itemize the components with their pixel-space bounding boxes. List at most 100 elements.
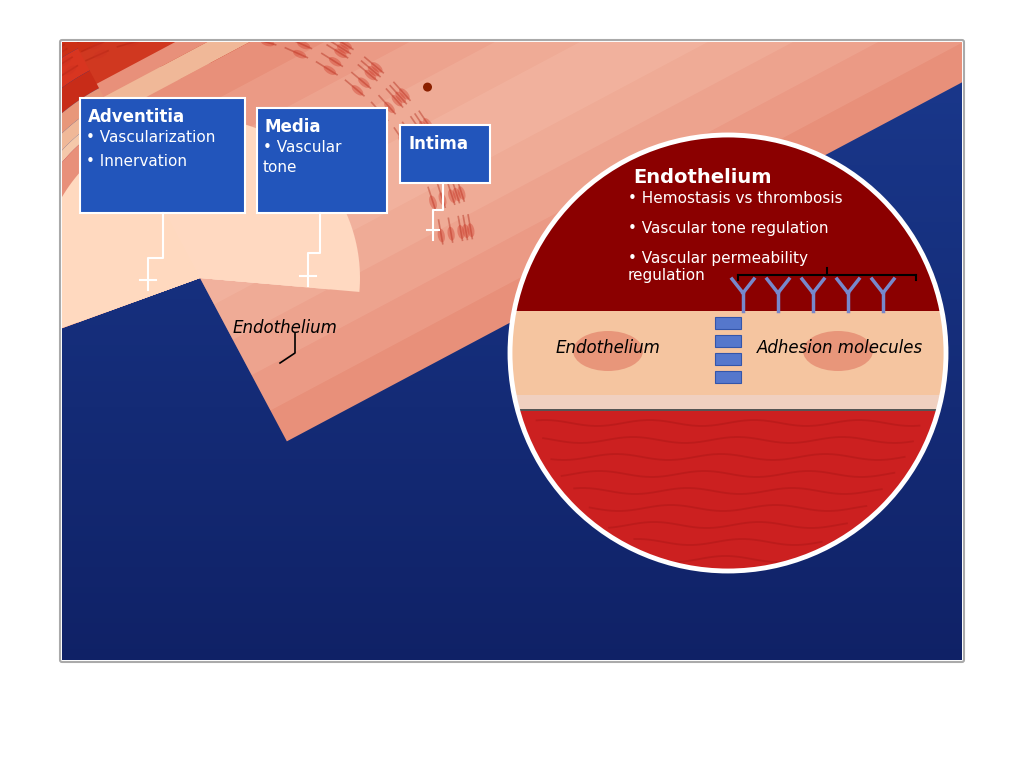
Ellipse shape xyxy=(53,48,66,58)
Bar xyxy=(62,160,962,166)
Ellipse shape xyxy=(37,85,48,95)
Bar xyxy=(62,531,962,536)
Ellipse shape xyxy=(230,7,245,15)
Bar xyxy=(62,510,962,516)
Polygon shape xyxy=(110,188,290,309)
Bar xyxy=(62,634,962,640)
Bar xyxy=(62,428,962,433)
Ellipse shape xyxy=(358,78,370,88)
Polygon shape xyxy=(160,238,240,292)
Circle shape xyxy=(474,172,483,181)
Bar xyxy=(62,98,962,104)
Ellipse shape xyxy=(395,91,406,103)
Bar xyxy=(62,191,962,197)
Bar xyxy=(62,279,962,284)
Bar xyxy=(62,180,962,186)
Bar xyxy=(62,366,962,372)
Text: • Hemostasis vs thrombosis: • Hemostasis vs thrombosis xyxy=(628,191,843,206)
Polygon shape xyxy=(67,0,874,53)
Bar xyxy=(62,62,962,68)
Bar xyxy=(62,108,962,114)
Bar xyxy=(62,222,962,227)
Bar xyxy=(62,474,962,480)
Ellipse shape xyxy=(407,129,417,141)
Bar xyxy=(62,588,962,593)
Ellipse shape xyxy=(266,19,280,27)
Ellipse shape xyxy=(442,151,452,164)
Ellipse shape xyxy=(340,40,352,50)
Polygon shape xyxy=(12,90,388,343)
Ellipse shape xyxy=(228,22,243,29)
Text: Adhesion molecules: Adhesion molecules xyxy=(757,339,923,357)
Ellipse shape xyxy=(458,225,465,239)
Bar xyxy=(62,392,962,397)
Polygon shape xyxy=(30,108,370,336)
Ellipse shape xyxy=(437,229,445,243)
Ellipse shape xyxy=(119,15,132,22)
Ellipse shape xyxy=(803,331,873,371)
Bar xyxy=(62,294,962,300)
Text: • Innervation: • Innervation xyxy=(86,154,187,169)
Bar xyxy=(62,150,962,155)
Bar xyxy=(62,567,962,572)
Bar xyxy=(62,412,962,418)
Polygon shape xyxy=(40,118,360,333)
Ellipse shape xyxy=(434,155,442,168)
Bar xyxy=(62,139,962,145)
Bar xyxy=(62,283,962,290)
Polygon shape xyxy=(0,0,540,394)
Circle shape xyxy=(26,30,34,39)
Bar xyxy=(62,104,962,109)
Bar xyxy=(62,561,962,568)
Bar xyxy=(62,438,962,444)
Bar xyxy=(62,458,962,465)
Bar xyxy=(0,0,1024,42)
Ellipse shape xyxy=(17,62,29,72)
Polygon shape xyxy=(130,208,270,302)
Text: Endothelium: Endothelium xyxy=(232,319,338,337)
Bar xyxy=(62,299,962,305)
Polygon shape xyxy=(54,0,861,26)
Bar xyxy=(62,78,962,83)
Ellipse shape xyxy=(158,22,171,29)
Bar xyxy=(62,422,962,429)
Ellipse shape xyxy=(155,2,169,9)
Bar xyxy=(0,42,62,660)
Bar xyxy=(62,521,962,526)
Ellipse shape xyxy=(231,2,245,9)
Bar xyxy=(62,500,962,505)
Bar xyxy=(62,443,962,449)
Bar xyxy=(62,335,962,341)
Bar xyxy=(62,57,962,63)
Ellipse shape xyxy=(351,85,364,95)
Polygon shape xyxy=(120,198,280,306)
Bar xyxy=(62,196,962,202)
Text: structure and function: structure and function xyxy=(666,62,961,88)
Ellipse shape xyxy=(84,27,96,35)
Ellipse shape xyxy=(120,19,134,27)
Ellipse shape xyxy=(0,95,8,107)
Ellipse shape xyxy=(303,27,316,35)
Bar xyxy=(62,546,962,552)
Ellipse shape xyxy=(118,10,131,18)
Bar xyxy=(62,644,962,650)
Polygon shape xyxy=(160,238,240,292)
Ellipse shape xyxy=(438,193,446,206)
Bar xyxy=(62,541,962,547)
Ellipse shape xyxy=(269,10,283,18)
Polygon shape xyxy=(130,0,1024,410)
Ellipse shape xyxy=(453,188,461,201)
Text: • Vascular
tone: • Vascular tone xyxy=(263,140,341,175)
Bar xyxy=(62,144,962,151)
Ellipse shape xyxy=(449,190,456,203)
Ellipse shape xyxy=(329,57,341,67)
Polygon shape xyxy=(20,98,380,339)
Ellipse shape xyxy=(94,50,106,58)
Bar xyxy=(62,165,962,170)
Bar xyxy=(62,505,962,511)
Bar xyxy=(62,253,962,258)
Polygon shape xyxy=(90,168,310,316)
Text: Intima: Intima xyxy=(408,135,468,153)
Text: • Vascular tone regulation: • Vascular tone regulation xyxy=(628,221,828,236)
Bar xyxy=(62,577,962,583)
